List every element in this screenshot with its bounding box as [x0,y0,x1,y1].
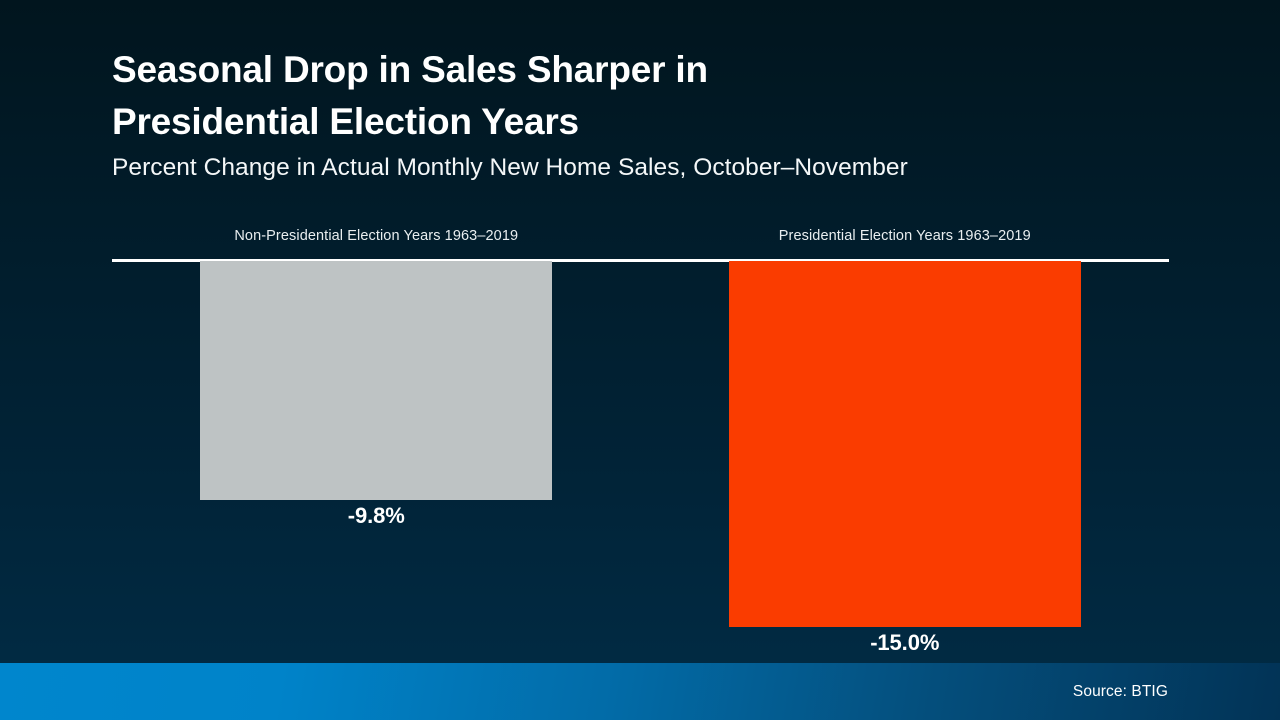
bar-group-presidential: -15.0% [641,261,1170,664]
zero-axis-line [112,259,1169,262]
category-cell-non-presidential: Non-Presidential Election Years 1963–201… [112,228,641,259]
bar-value-non-presidential: -9.8% [347,503,405,528]
page-subtitle: Percent Change in Actual Monthly New Hom… [112,154,908,182]
category-label-row: Non-Presidential Election Years 1963–201… [112,228,1169,259]
footer-bar: Source: BTIG [0,663,1280,720]
category-cell-presidential: Presidential Election Years 1963–2019 [641,228,1170,259]
source-attribution: Source: BTIG [1072,682,1168,700]
page-title: Seasonal Drop in Sales Sharper in Presid… [112,49,708,143]
header-block: Seasonal Drop in Sales Sharper in Presid… [112,44,1172,183]
bar-chart: Non-Presidential Election Years 1963–201… [112,228,1169,664]
plot-area: -9.8% -15.0% [112,261,1169,664]
bar-group-non-presidential: -9.8% [112,261,641,664]
bar-non-presidential[interactable] [200,261,553,500]
category-label-presidential: Presidential Election Years 1963–2019 [778,228,1031,244]
bar-presidential[interactable] [728,261,1081,627]
category-label-non-presidential: Non-Presidential Election Years 1963–201… [234,228,519,244]
bar-value-presidential: -15.0% [870,630,940,655]
